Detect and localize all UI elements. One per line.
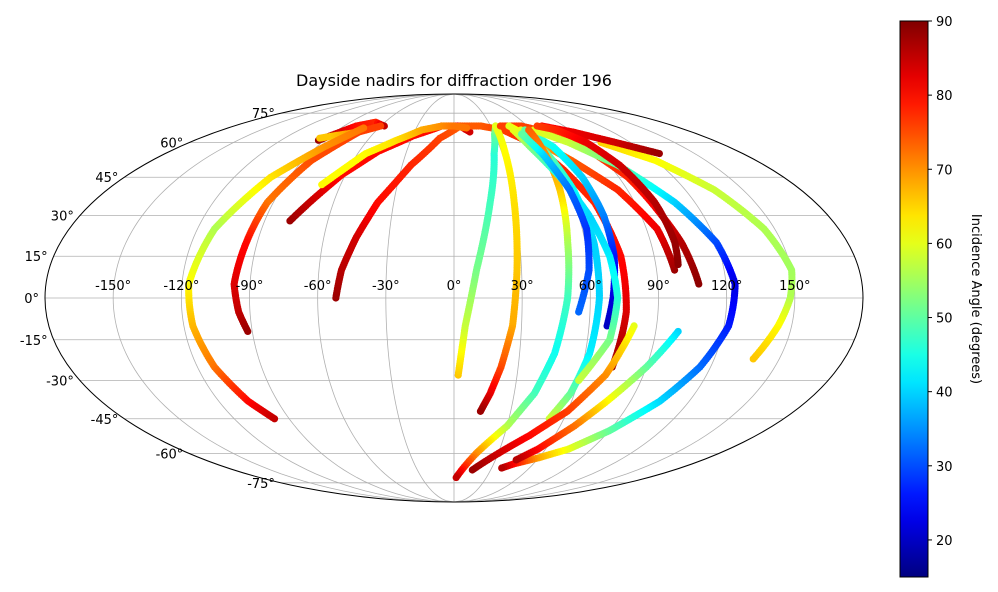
colorbar-tick-label: 40 (936, 386, 953, 401)
grid-meridian (385, 94, 455, 502)
y-tick-label: 30° (51, 210, 74, 225)
data-point (452, 473, 460, 482)
colorbar-tick-label: 90 (936, 15, 953, 30)
grid-meridian (453, 94, 796, 502)
colorbar-bar (899, 20, 929, 578)
x-tick-label: -90° (236, 279, 264, 294)
data-point (462, 124, 471, 132)
data-point (749, 355, 757, 363)
y-tick-label: -60° (156, 448, 184, 463)
x-tick-label: -60° (304, 279, 332, 294)
y-tick-label: 75° (252, 107, 275, 122)
colorbar-tick-label: 20 (936, 534, 953, 549)
x-tick-label: 90° (647, 279, 670, 294)
x-tick-label: 0° (447, 279, 462, 294)
y-tick-label: 45° (95, 171, 118, 186)
colorbar-tick-label: 30 (936, 460, 953, 475)
colorbar-tick-label: 50 (936, 312, 953, 327)
grid-meridian (317, 94, 455, 502)
grid-layer (45, 94, 863, 502)
data-point (509, 126, 517, 134)
data-point (603, 322, 611, 330)
colorbar-tick-label: 60 (936, 237, 953, 252)
colorbar-tick-label: 80 (936, 89, 953, 104)
y-tick-label: -15° (20, 334, 48, 349)
y-tick-label: 15° (25, 250, 48, 265)
colorbar-tick-label: 70 (936, 163, 953, 178)
x-tick-label: -30° (372, 279, 400, 294)
data-point (498, 464, 506, 472)
grid-meridian (180, 94, 455, 502)
x-tick-label: -150° (95, 279, 131, 294)
x-tick-label: 150° (779, 279, 810, 294)
y-tick-label: 0° (24, 292, 39, 307)
x-tick-label: 120° (711, 279, 742, 294)
grid-meridian (453, 94, 728, 502)
x-tick-label: 30° (511, 279, 534, 294)
x-tick-label: 60° (579, 279, 602, 294)
colorbar-label: Incidence Angle (degrees) (968, 214, 983, 384)
y-tick-label: -30° (46, 374, 74, 389)
tick-layer: -150° -120° -90° -60° -30° 0° 30° 60° 90° 120° 150… (20, 107, 811, 492)
points-layer (185, 118, 796, 482)
y-tick-label: 60° (160, 136, 183, 151)
data-point (512, 456, 520, 464)
y-tick-label: -45° (91, 413, 119, 428)
data-point (468, 466, 476, 474)
data-point (244, 327, 252, 336)
map-boundary (44, 93, 864, 503)
grid-meridian (112, 94, 455, 502)
y-tick-label: -75° (247, 477, 275, 492)
data-point (476, 407, 485, 415)
x-tick-label: -120° (163, 279, 199, 294)
data-point (270, 415, 279, 423)
data-point (695, 280, 703, 288)
data-point (517, 130, 526, 138)
colorbar: Incidence Angle (degrees) 20 30 40 50 60 70 80… (899, 15, 983, 578)
data-point (655, 149, 663, 158)
data-point (674, 260, 682, 269)
chart-title: Dayside nadirs for diffraction order 196 (296, 71, 612, 90)
